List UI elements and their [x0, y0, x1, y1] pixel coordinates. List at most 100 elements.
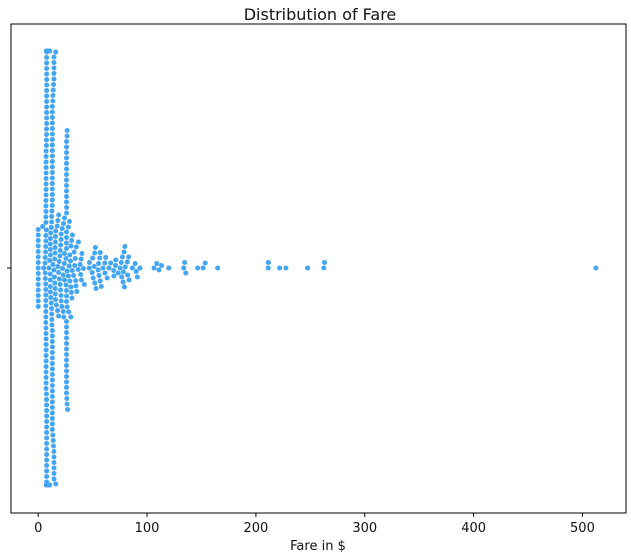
data-point — [44, 66, 50, 71]
data-point — [43, 209, 49, 214]
data-point — [43, 192, 49, 198]
data-point — [35, 298, 41, 304]
data-point — [43, 342, 49, 347]
data-point — [42, 270, 48, 276]
data-point — [43, 227, 49, 233]
data-point — [65, 224, 71, 230]
data-point — [119, 274, 125, 280]
data-point — [47, 284, 53, 289]
data-point — [49, 421, 55, 427]
data-point — [78, 272, 84, 277]
data-point — [66, 219, 72, 224]
data-point — [43, 375, 49, 380]
data-point — [43, 347, 49, 353]
x-tick-label: 500 — [570, 521, 595, 536]
data-point — [64, 363, 70, 368]
data-point — [62, 251, 67, 256]
x-tick-label: 400 — [461, 521, 486, 536]
data-point — [49, 208, 55, 214]
data-point — [56, 259, 62, 264]
data-point — [120, 269, 126, 275]
data-point — [134, 274, 140, 280]
data-point — [122, 264, 128, 270]
data-point — [66, 309, 72, 315]
data-point — [97, 250, 103, 255]
data-point — [78, 277, 84, 283]
data-point — [43, 309, 49, 314]
data-point — [49, 148, 55, 153]
data-point — [56, 313, 62, 319]
data-point — [49, 197, 55, 203]
data-point — [58, 237, 64, 242]
data-point — [44, 110, 50, 115]
data-point — [44, 424, 50, 430]
data-point — [43, 331, 49, 336]
data-point — [67, 252, 73, 258]
data-point — [62, 277, 67, 283]
data-point — [115, 270, 121, 276]
data-point — [43, 233, 49, 238]
data-point — [64, 319, 70, 324]
data-point — [64, 368, 70, 374]
data-point — [51, 460, 57, 465]
data-point — [60, 266, 66, 271]
data-point — [49, 153, 55, 159]
data-point — [97, 255, 103, 261]
data-point — [64, 194, 70, 199]
data-point — [64, 199, 70, 205]
data-point — [64, 150, 70, 155]
data-point — [96, 273, 102, 278]
data-point — [40, 224, 46, 229]
data-point — [43, 154, 49, 159]
data-point — [51, 454, 57, 460]
data-point — [47, 252, 53, 258]
data-point — [44, 60, 50, 66]
data-point — [52, 245, 58, 250]
data-point — [43, 358, 49, 364]
data-point — [49, 159, 55, 164]
data-point — [181, 265, 187, 271]
data-point — [57, 248, 63, 253]
data-point — [73, 244, 79, 250]
data-point — [55, 264, 61, 269]
data-point — [59, 226, 65, 231]
data-point — [35, 243, 41, 249]
data-point — [44, 419, 50, 424]
data-point — [44, 468, 50, 474]
data-point — [66, 263, 72, 269]
data-point — [202, 260, 208, 266]
data-point — [102, 270, 108, 276]
data-point — [43, 170, 49, 176]
data-point — [44, 413, 50, 419]
data-point — [44, 71, 50, 77]
data-point — [113, 263, 118, 268]
data-point — [51, 54, 57, 60]
data-point — [64, 155, 70, 161]
data-point — [46, 265, 52, 271]
data-point — [121, 249, 127, 255]
data-point — [154, 261, 160, 266]
data-point — [44, 474, 50, 479]
data-point — [137, 265, 143, 271]
data-point — [64, 330, 70, 335]
data-point — [64, 374, 70, 379]
data-point — [47, 482, 53, 488]
data-point — [129, 265, 135, 271]
data-point — [44, 408, 50, 413]
data-point — [52, 234, 58, 239]
data-point — [71, 273, 77, 278]
data-point — [93, 286, 99, 291]
data-point — [57, 253, 63, 259]
data-point — [58, 298, 64, 304]
data-point — [35, 254, 41, 260]
data-point — [64, 293, 70, 299]
data-point — [124, 259, 130, 265]
data-point — [52, 280, 58, 286]
data-point — [44, 435, 50, 441]
data-point — [54, 223, 60, 229]
data-point — [64, 188, 70, 194]
data-point — [49, 322, 55, 328]
data-point — [215, 265, 221, 271]
data-point — [64, 288, 70, 293]
